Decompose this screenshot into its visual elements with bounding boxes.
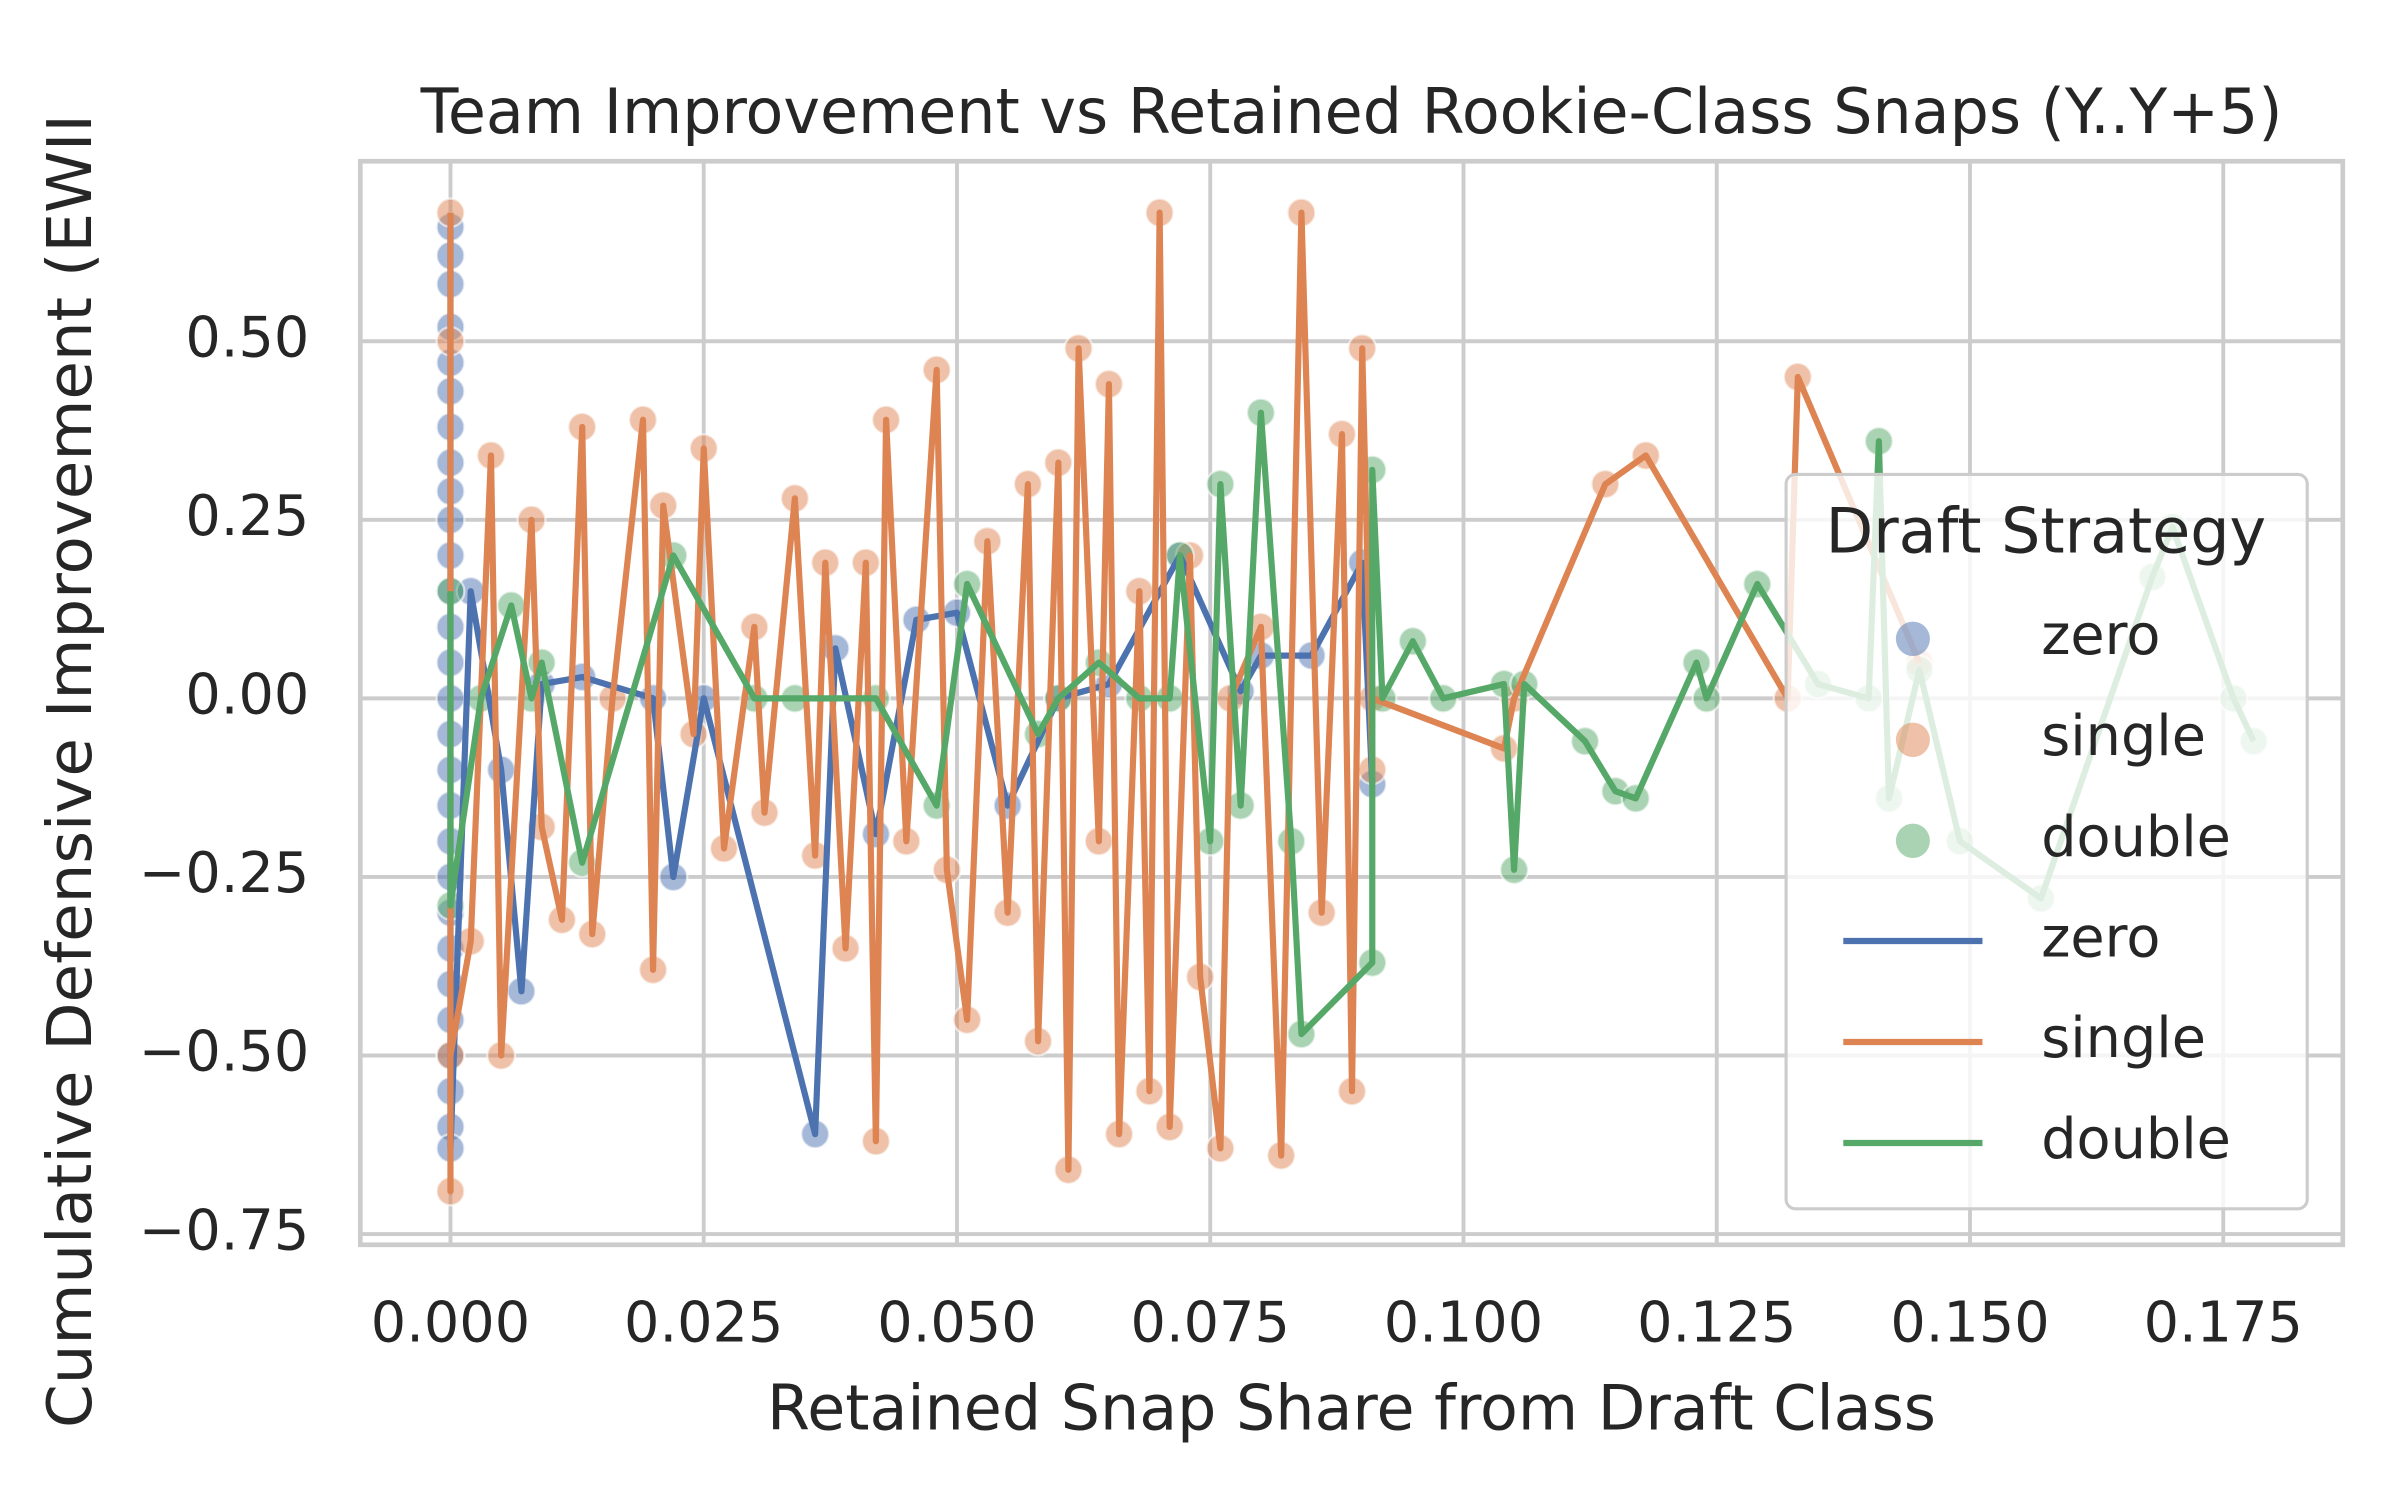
legend-box [1784, 472, 2309, 1211]
legend-label: single [2041, 1006, 2206, 1071]
y-tick-label: 0.25 [185, 484, 309, 549]
x-tick-label: 0.050 [877, 1290, 1036, 1355]
y-tick-label: −0.50 [139, 1019, 310, 1084]
legend: Draft Strategy zero zero single single doubl… [1784, 472, 2309, 1211]
legend-marker [1895, 621, 1930, 657]
y-tick-label: −0.25 [139, 841, 310, 906]
x-tick-label: 0.025 [624, 1290, 783, 1355]
x-tick-label: 0.100 [1384, 1290, 1543, 1355]
x-axis-label: Retained Snap Share from Draft Class [767, 1371, 1936, 1444]
y-tick-label: −0.75 [139, 1198, 310, 1263]
x-tick-label: 0.150 [1890, 1290, 2049, 1355]
legend-label: single [2041, 704, 2206, 769]
legend-label: double [2041, 1107, 2231, 1172]
legend-title: Draft Strategy [1826, 494, 2267, 567]
y-tick-label: 0.50 [185, 305, 309, 370]
legend-label: zero [2041, 905, 2160, 970]
chart-title: Team Improvement vs Retained Rookie-Clas… [420, 75, 2283, 148]
legend-label: zero [2041, 603, 2160, 668]
y-tick-label: 0.00 [185, 662, 309, 727]
x-tick-label: 0.175 [2144, 1290, 2303, 1355]
axes-frame [357, 158, 2346, 1248]
ticks: 0.000 0.025 0.050 0.075 0.100 0.125 0.150 0.175… [139, 305, 2303, 1355]
series-line [447, 209, 1923, 1195]
x-tick-label: 0.125 [1637, 1290, 1796, 1355]
y-axis-label: Cumulative Defensive Improvement (EWII [34, 114, 107, 1428]
x-tick-label: 0.075 [1131, 1290, 1290, 1355]
plot-area [435, 197, 2269, 1207]
legend-marker [1895, 823, 1930, 859]
legend-label: double [2041, 805, 2231, 870]
x-tick-label: 0.000 [371, 1290, 530, 1355]
legend-marker [1895, 722, 1930, 758]
